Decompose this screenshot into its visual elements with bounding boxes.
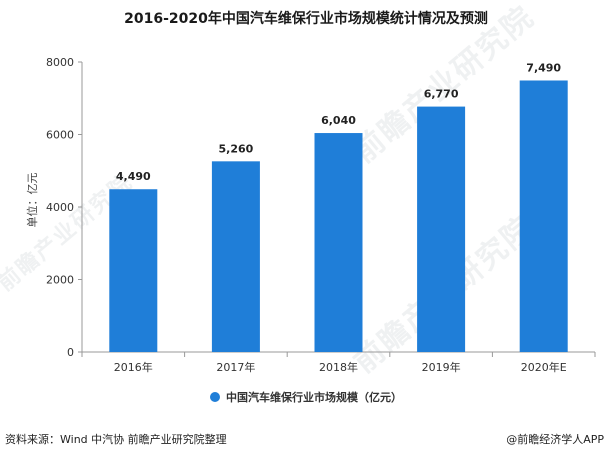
bar xyxy=(417,106,466,353)
data-labels: 4,490 5,260 6,040 6,770 7,490 xyxy=(116,61,562,183)
bar-value-label: 5,260 xyxy=(219,142,254,155)
legend-swatch xyxy=(210,392,220,402)
bars xyxy=(109,80,568,353)
y-tick-label: 2000 xyxy=(46,274,74,287)
bar-value-label: 6,040 xyxy=(321,114,356,127)
bar-value-label: 7,490 xyxy=(526,61,561,74)
bar-value-label: 6,770 xyxy=(424,88,459,101)
legend: 中国汽车维保行业市场规模（亿元） xyxy=(0,389,612,405)
x-tick-label: 2020年E xyxy=(521,360,567,374)
x-axis: 2016年 2017年 2018年 2019年 2020年E xyxy=(81,351,596,374)
y-tick-label: 8000 xyxy=(46,56,74,69)
legend-label: 中国汽车维保行业市场规模（亿元） xyxy=(226,391,402,404)
bar xyxy=(109,189,158,352)
y-tick-label: 6000 xyxy=(46,129,74,142)
source-note: 资料来源：Wind 中汽协 前瞻产业研究院整理 xyxy=(5,433,227,446)
x-tick-label: 2016年 xyxy=(114,360,153,374)
bar xyxy=(314,133,363,352)
bar-value-label: 4,490 xyxy=(116,170,151,183)
x-tick-label: 2018年 xyxy=(319,360,358,374)
brand-credit: @前瞻经济学人APP xyxy=(506,433,604,446)
y-tick-label: 4000 xyxy=(46,201,74,214)
bar xyxy=(519,80,568,353)
y-tick-label: 0 xyxy=(67,346,74,359)
y-axis: 0 2000 4000 6000 8000 xyxy=(46,56,83,359)
x-tick-label: 2017年 xyxy=(216,360,255,374)
chart-title: 2016-2020年中国汽车维保行业市场规模统计情况及预测 xyxy=(124,11,488,27)
y-axis-label: 单位：亿元 xyxy=(25,173,39,228)
bar xyxy=(211,161,260,352)
x-tick-label: 2019年 xyxy=(422,360,461,374)
